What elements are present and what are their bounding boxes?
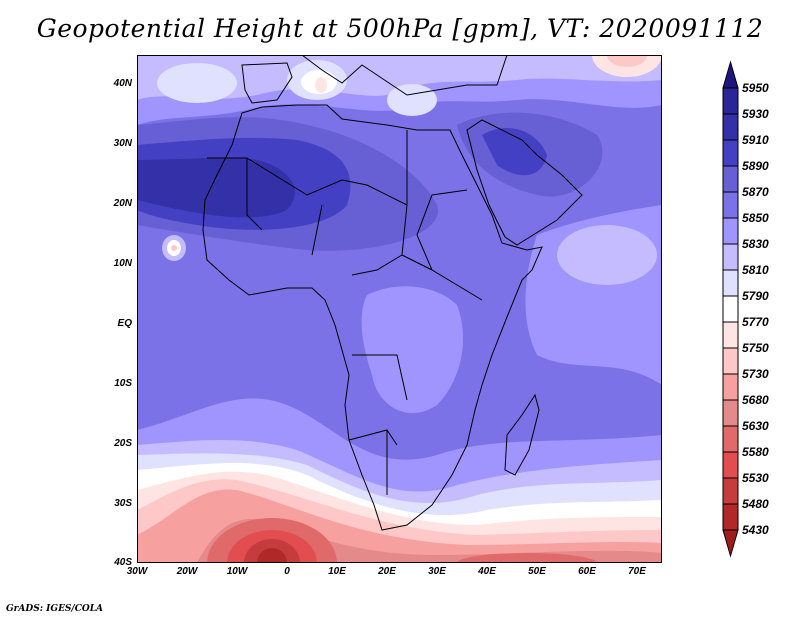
- field-low-ne-core: [607, 55, 647, 67]
- colorbar-min-triangle: [722, 529, 739, 558]
- lat-tick-label: EQ: [117, 318, 132, 329]
- colorbar-level-label: 5680: [742, 393, 769, 407]
- geopotential-map: [137, 55, 662, 563]
- arabia-coastline: [466, 119, 583, 246]
- colorbar-segment: [722, 347, 739, 375]
- field-high-greece: [387, 84, 437, 116]
- colorbar-segment: [722, 87, 739, 115]
- colorbar-segment: [722, 425, 739, 453]
- colorbar-level-label: 5790: [742, 289, 769, 303]
- colorbar-level-label: 5930: [742, 107, 769, 121]
- field-high-med-pink: [315, 77, 327, 93]
- field-ridge-5910: [137, 157, 295, 218]
- colorbar-level-label: 5430: [742, 523, 769, 537]
- field-north-lighter: [137, 55, 662, 100]
- colorbar-level-label: 5580: [742, 445, 769, 459]
- lon-tick-label: 20E: [378, 566, 396, 577]
- colorbar-segment: [722, 503, 739, 531]
- colorbar-level-label: 5530: [742, 471, 769, 485]
- colorbar-level-label: 5890: [742, 159, 769, 173]
- lat-tick-label: 40S: [114, 557, 132, 568]
- colorbar-segment: [722, 243, 739, 271]
- colorbar-segment: [722, 217, 739, 245]
- country-borders: [207, 130, 483, 495]
- colorbar-segment: [722, 295, 739, 323]
- field-central-africa: [361, 286, 464, 414]
- field-arabia-5890: [482, 127, 547, 176]
- colorbar-segment: [722, 321, 739, 349]
- lat-tick-label: 10N: [113, 258, 132, 269]
- colorbar-segment: [722, 451, 739, 479]
- colorbar-level-label: 5870: [742, 185, 769, 199]
- lat-tick-label: 10S: [114, 378, 132, 389]
- lon-tick-label: 30W: [126, 566, 148, 577]
- iberia-coastline: [241, 62, 293, 104]
- lon-tick-label: 40E: [478, 566, 496, 577]
- madagascar-coastline: [504, 393, 540, 476]
- colorbar-level-label: 5630: [742, 419, 769, 433]
- colorbar-segment: [722, 477, 739, 505]
- field-indian-high: [557, 225, 657, 285]
- lat-tick-label: 20S: [114, 438, 132, 449]
- lat-tick-label: 20N: [113, 198, 132, 209]
- colorbar-level-label: 5480: [742, 497, 769, 511]
- colorbar-level-label: 5750: [742, 341, 769, 355]
- lon-tick-label: 30E: [428, 566, 446, 577]
- colorbar-max-triangle: [722, 60, 739, 89]
- field-cv-ring3: [171, 245, 177, 251]
- lat-tick-label: 30S: [114, 498, 132, 509]
- colorbar-segment: [722, 139, 739, 167]
- lon-tick-label: 20W: [176, 566, 198, 577]
- colorbar-level-label: 5910: [742, 133, 769, 147]
- europe-coastline: [301, 55, 508, 96]
- colorbar-level-label: 5950: [742, 81, 769, 95]
- lat-tick-label: 30N: [113, 138, 132, 149]
- colorbar-segment: [722, 113, 739, 141]
- field-high-west: [157, 63, 237, 103]
- chart-title: Geopotential Height at 500hPa [gpm], VT:…: [36, 14, 764, 43]
- lat-tick-label: 40N: [113, 78, 132, 89]
- field-low-5430: [257, 548, 287, 563]
- africa-coastline: [202, 104, 543, 531]
- lon-tick-label: 10W: [226, 566, 248, 577]
- colorbar-segment: [722, 191, 739, 219]
- lon-tick-label: 50E: [528, 566, 546, 577]
- colorbar-segment: [722, 165, 739, 193]
- lon-tick-label: 60E: [578, 566, 596, 577]
- lon-tick-label: 0: [284, 566, 290, 577]
- lon-tick-label: 10E: [328, 566, 346, 577]
- map-frame: [137, 55, 662, 563]
- colorbar-segment: [722, 373, 739, 401]
- colorbar-segment: [722, 399, 739, 427]
- colorbar-level-label: 5850: [742, 211, 769, 225]
- colorbar-segment: [722, 269, 739, 297]
- colorbar-level-label: 5730: [742, 367, 769, 381]
- colorbar-level-label: 5830: [742, 237, 769, 251]
- lon-tick-label: 70E: [628, 566, 646, 577]
- colorbar-level-label: 5810: [742, 263, 769, 277]
- field-low-east: [457, 553, 597, 563]
- colorbar-level-label: 5770: [742, 315, 769, 329]
- grads-credit: GrADS: IGES/COLA: [6, 604, 104, 614]
